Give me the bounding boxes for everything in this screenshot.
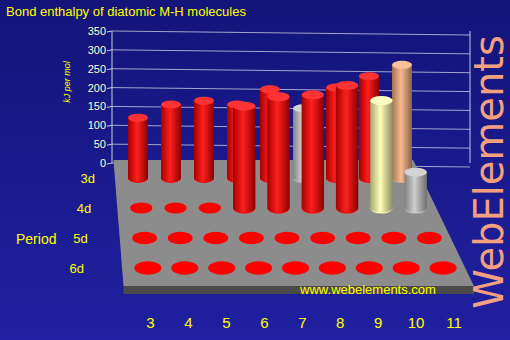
- floor-dot: [130, 202, 152, 213]
- floor-dot: [381, 232, 406, 244]
- bar: [405, 168, 427, 213]
- bar: [302, 90, 324, 212]
- bar-body: [267, 97, 289, 213]
- background: [0, 0, 510, 340]
- bar: [161, 100, 181, 182]
- period-label: 5d: [73, 231, 87, 246]
- x-tick-label: 9: [374, 314, 382, 331]
- bar-body: [161, 104, 181, 182]
- y-tick: [107, 50, 112, 51]
- x-tick-label: 10: [408, 314, 425, 331]
- floor-dot: [203, 232, 228, 244]
- y-axis-line: [112, 31, 113, 163]
- y-tick-label: 50: [94, 138, 106, 150]
- bar-top: [405, 168, 427, 177]
- title: Bond enthalpy of diatomic M-H molecules: [6, 4, 246, 19]
- y-tick-label: 250: [88, 63, 106, 75]
- bar-top: [370, 96, 392, 105]
- floor-dot: [356, 261, 383, 275]
- floor-dot: [239, 232, 264, 244]
- grid-line: [112, 50, 470, 54]
- y-tick: [107, 163, 112, 164]
- floor-dot: [417, 232, 442, 244]
- y-tick: [107, 69, 112, 70]
- bar-body: [233, 106, 255, 212]
- bar-body: [405, 172, 427, 212]
- y-tick-label: 150: [88, 100, 106, 112]
- y-tick: [107, 144, 112, 145]
- x-tick-label: 8: [336, 314, 344, 331]
- floor-dot: [168, 232, 193, 244]
- floor-dot: [319, 261, 346, 275]
- floor-dot: [310, 232, 335, 244]
- bar-body: [302, 95, 324, 213]
- brand-annotation: WebElements: [466, 35, 510, 309]
- bar: [233, 102, 255, 213]
- grid-line: [112, 31, 470, 35]
- x-tick-label: 6: [260, 314, 268, 331]
- bar-top: [260, 85, 280, 93]
- period-label: 4d: [77, 201, 91, 216]
- chart: 0 50 100 150 200 250 300 350 kJ per mol 3d 4d 5d 6d P…: [0, 0, 510, 340]
- y-tick-label: 0: [100, 157, 106, 169]
- bar: [336, 81, 358, 213]
- y-tick-label: 300: [88, 44, 106, 56]
- y-tick: [107, 125, 112, 126]
- bar-top: [194, 97, 214, 105]
- floor-dot: [245, 261, 272, 275]
- grid-line: [112, 69, 470, 73]
- y-tick-label: 350: [88, 25, 106, 37]
- x-tick-label: 5: [222, 314, 230, 331]
- floor-dot: [164, 202, 186, 213]
- bar: [194, 97, 214, 182]
- x-tick-label: 3: [146, 314, 154, 331]
- bar-top: [302, 90, 324, 99]
- bar: [370, 96, 392, 212]
- bar-body: [370, 101, 392, 213]
- floor-dot: [171, 261, 198, 275]
- floor-dot: [275, 232, 300, 244]
- floor-dot: [393, 261, 420, 275]
- bar-top: [267, 92, 289, 101]
- floor-dots: [128, 173, 457, 275]
- y-tick-label: 100: [88, 119, 106, 131]
- floor-dot: [199, 202, 221, 213]
- bar-body: [128, 118, 148, 182]
- bar-top: [128, 114, 148, 122]
- bar: [267, 92, 289, 212]
- floor-dot: [132, 232, 157, 244]
- bar-top: [233, 102, 255, 111]
- y-tick: [107, 106, 112, 107]
- floor-dot: [430, 261, 457, 275]
- bar-body: [392, 65, 412, 182]
- url-annotation: www.webelements.com: [299, 282, 436, 297]
- bar-top: [336, 81, 358, 90]
- y-tick-label: 200: [88, 82, 106, 94]
- period-label: 6d: [70, 261, 84, 276]
- x-tick-label: 7: [298, 314, 306, 331]
- bar-body: [194, 101, 214, 182]
- bar-top: [359, 72, 379, 80]
- floor-dot: [346, 232, 371, 244]
- y-tick: [107, 88, 112, 89]
- period-label: 3d: [80, 171, 94, 186]
- y-tick: [107, 31, 112, 32]
- y-axis-label: kJ per mol: [62, 60, 72, 103]
- floor-dot: [282, 261, 309, 275]
- bar-top: [161, 100, 181, 108]
- x-tick-label: 4: [184, 314, 192, 331]
- grid-line: [112, 88, 470, 92]
- bar-top: [392, 61, 412, 69]
- bars: [128, 61, 427, 213]
- bar-body: [336, 85, 358, 212]
- x-tick-label: 11: [446, 314, 462, 331]
- floor-dot: [208, 261, 235, 275]
- bar: [128, 114, 148, 182]
- floor-dot: [134, 261, 161, 275]
- depth-axis-label: Period: [16, 231, 56, 247]
- bar: [392, 61, 412, 182]
